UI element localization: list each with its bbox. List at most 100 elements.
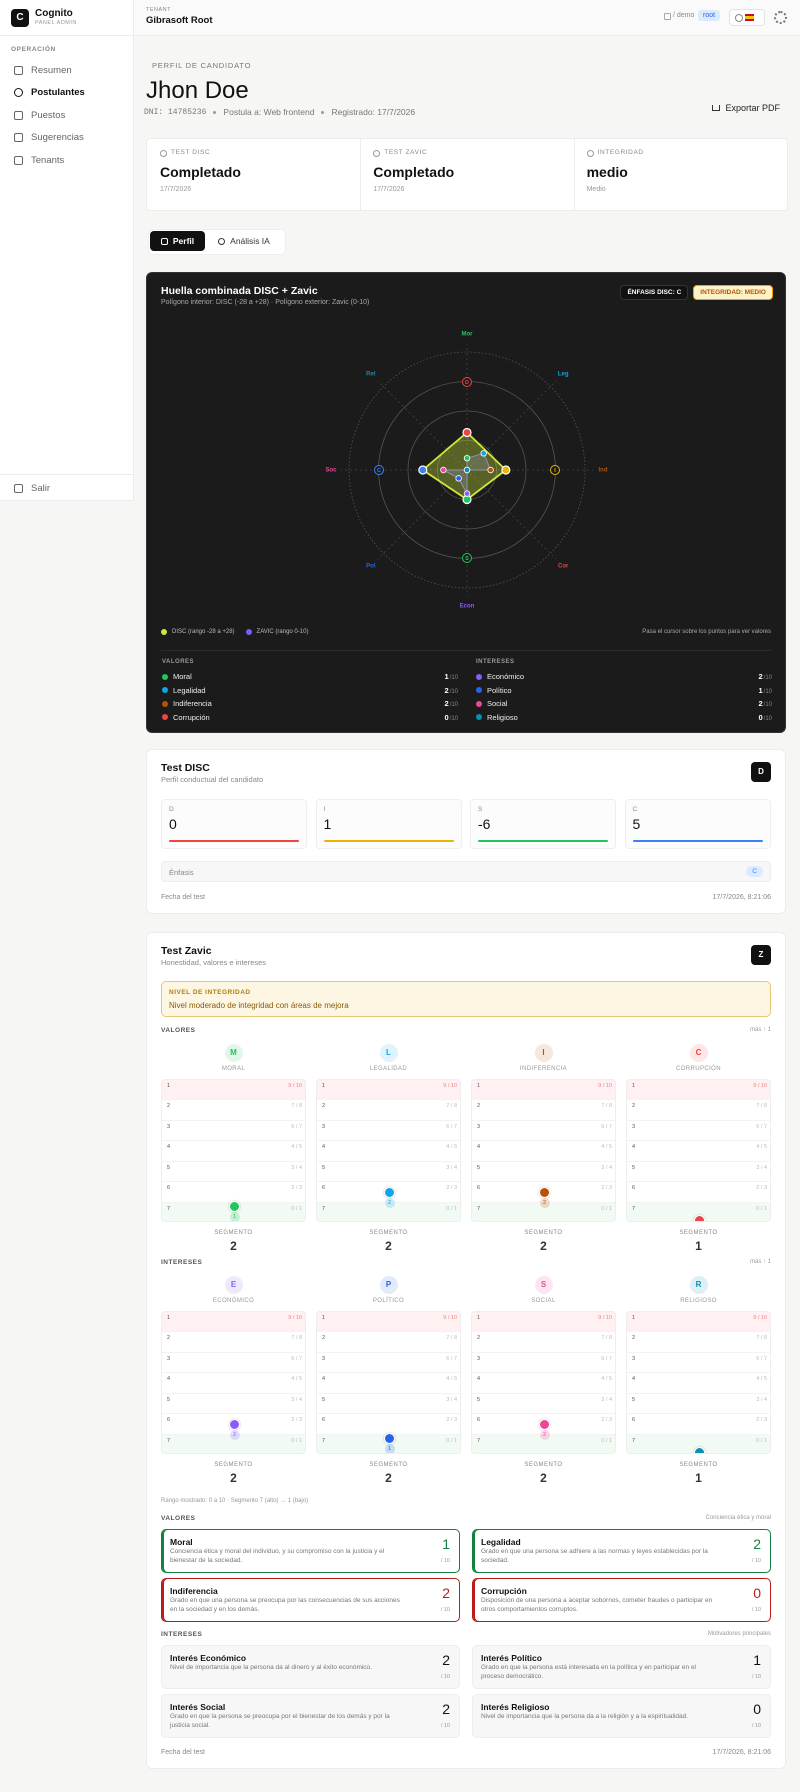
scale-row: 7 0 / 1 bbox=[162, 1434, 305, 1453]
list-dot bbox=[476, 700, 482, 707]
legend-label: ZAVIC (rango 0-10) bbox=[256, 629, 309, 635]
list-denominator: /10 bbox=[449, 715, 458, 722]
row-number: 5 bbox=[322, 1396, 326, 1403]
scale-row: 4 4 / 5 bbox=[162, 1373, 305, 1394]
axis-label: Mor bbox=[462, 332, 474, 338]
list-item: Legalidad 2/10 bbox=[162, 686, 458, 695]
disc-axis-label: D bbox=[465, 380, 469, 386]
row-range: 2 / 3 bbox=[756, 1185, 767, 1192]
export-button[interactable]: Exportar PDF bbox=[712, 103, 780, 113]
language-switch[interactable] bbox=[729, 9, 765, 26]
list-left: Económico bbox=[476, 672, 524, 681]
tab[interactable]: Análisis IA bbox=[208, 231, 280, 251]
badge: ÉNFASIS DISC: C bbox=[620, 285, 689, 300]
item-letter: L bbox=[379, 1044, 398, 1062]
list-denominator: /10 bbox=[763, 702, 772, 708]
divider bbox=[0, 474, 133, 475]
axis-label: Ind bbox=[599, 468, 608, 474]
disc-axis-marker bbox=[550, 465, 560, 475]
row-number: 4 bbox=[477, 1376, 481, 1383]
row-range: 3 / 4 bbox=[291, 1164, 302, 1171]
list-value: 1 bbox=[758, 685, 763, 695]
detail-value: 1 bbox=[753, 1652, 761, 1668]
row-number: 6 bbox=[167, 1185, 171, 1192]
scale-row: 1 9 / 10 bbox=[317, 1080, 460, 1101]
detail-name: Interés Religioso bbox=[481, 1702, 550, 1712]
icon bbox=[160, 150, 167, 157]
row-number: 3 bbox=[632, 1123, 636, 1130]
item-letter: I bbox=[534, 1044, 553, 1062]
list-item: Religioso 0/10 bbox=[476, 713, 772, 722]
scale-row: 2 7 / 8 bbox=[472, 1332, 615, 1353]
tab[interactable]: Perfil bbox=[150, 231, 205, 251]
detail-name: Moral bbox=[170, 1537, 193, 1547]
disc-point bbox=[501, 465, 511, 475]
card-subtitle: Perfil conductual del candidato bbox=[161, 775, 264, 784]
scale-row: 1 9 / 10 bbox=[162, 1312, 305, 1333]
list-value: 2 bbox=[758, 672, 763, 681]
logout-label: Salir bbox=[31, 482, 51, 494]
detail-denominator: / 10 bbox=[751, 1607, 761, 1613]
logo: C bbox=[11, 9, 29, 27]
list-item: Moral 1/10 bbox=[162, 672, 458, 681]
row-range: 4 / 5 bbox=[291, 1144, 302, 1151]
detail-desc: Conciencia ética y moral del individuo, … bbox=[170, 1548, 385, 1564]
score-badge: 2 bbox=[229, 1429, 240, 1440]
disc-axis-marker bbox=[462, 553, 472, 563]
status-label: TEST DISC bbox=[171, 149, 211, 156]
score-dot bbox=[228, 1418, 240, 1430]
nav-item[interactable]: Tenants bbox=[8, 152, 125, 168]
detail-denominator: / 10 bbox=[440, 1607, 450, 1613]
row-range: 4 / 5 bbox=[446, 1376, 457, 1383]
list-title: VALORES bbox=[162, 659, 195, 665]
axis-label: Cor bbox=[558, 564, 569, 570]
list-item: Económico 2/10 bbox=[476, 672, 772, 681]
score-dot bbox=[383, 1432, 395, 1444]
lock-icon bbox=[664, 13, 671, 20]
meta-item: DNI: 14785236 bbox=[144, 107, 207, 117]
nav-item[interactable]: Sugerencias bbox=[8, 130, 125, 146]
item-name: RELIGIOSO bbox=[680, 1298, 717, 1304]
row-number: 7 bbox=[167, 1205, 171, 1212]
row-range: 2 / 3 bbox=[601, 1417, 612, 1424]
segment-value: 2 bbox=[540, 1239, 547, 1253]
row-range: 4 / 5 bbox=[601, 1144, 612, 1151]
list-item: Social 2/10 bbox=[476, 699, 772, 708]
chart-subtitle: Polígono interior: DISC (-28 a +28) · Po… bbox=[161, 299, 370, 306]
detail-desc: Grado en que la persona está interesada … bbox=[481, 1664, 696, 1680]
divider bbox=[573, 139, 575, 210]
integrity-alert: NIVEL DE INTEGRIDAD Nivel moderado de int… bbox=[161, 981, 771, 1017]
nav-item[interactable]: Puestos bbox=[8, 107, 125, 123]
detail-card: Interés Político Grado en que la persona … bbox=[472, 1645, 771, 1689]
settings-icon[interactable] bbox=[774, 11, 787, 24]
row-range: 6 / 7 bbox=[756, 1355, 767, 1362]
row-number: 3 bbox=[167, 1123, 171, 1130]
row-number: 7 bbox=[477, 1205, 481, 1212]
row-number: 3 bbox=[322, 1123, 326, 1130]
user-badge: root bbox=[698, 10, 721, 21]
detail-denominator: / 10 bbox=[751, 1674, 761, 1680]
row-range: 6 / 7 bbox=[291, 1123, 302, 1130]
icon bbox=[586, 150, 594, 157]
nav-item[interactable]: Resumen bbox=[8, 62, 125, 78]
list-dot bbox=[162, 687, 168, 693]
nav-item[interactable]: Postulantes bbox=[8, 85, 125, 101]
logout[interactable]: Salir bbox=[8, 480, 50, 496]
list-name: Corrupción bbox=[173, 712, 210, 722]
score-badge: 1 bbox=[384, 1443, 395, 1453]
row-range: 4 / 5 bbox=[756, 1376, 767, 1383]
row-range: 9 / 10 bbox=[598, 1315, 612, 1321]
row-number: 5 bbox=[477, 1396, 481, 1403]
row-number: 3 bbox=[477, 1355, 481, 1362]
item-name: INDIFERENCIA bbox=[519, 1066, 568, 1072]
score-dot bbox=[538, 1186, 550, 1198]
score-dot bbox=[383, 1186, 395, 1198]
globe-icon bbox=[735, 14, 743, 22]
detail-value: 2 bbox=[442, 1585, 450, 1601]
sidebar bbox=[0, 0, 134, 501]
list-left: Moral bbox=[162, 672, 192, 681]
disc-card: Test DISC Perfil conductual del candidato… bbox=[146, 749, 786, 914]
detail-name: Interés Social bbox=[170, 1702, 226, 1712]
nav-label: Sugerencias bbox=[31, 132, 84, 143]
axis-label: Rel bbox=[366, 371, 376, 377]
